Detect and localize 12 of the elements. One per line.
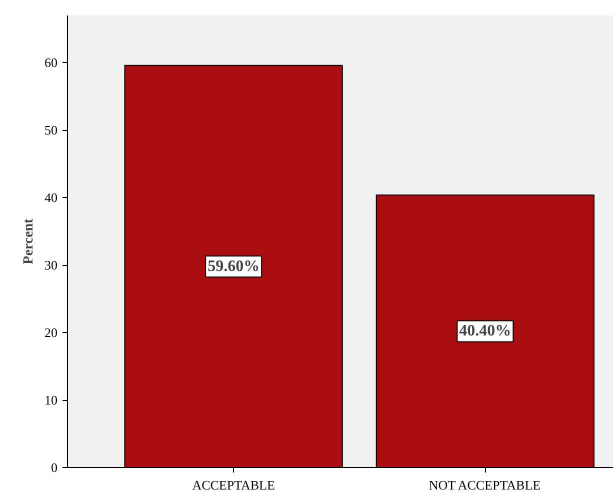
y-tick-label: 50 bbox=[44, 122, 58, 138]
y-axis-title: Percent bbox=[22, 218, 36, 264]
y-tick-label: 10 bbox=[44, 392, 58, 408]
y-tick-label: 30 bbox=[44, 258, 58, 273]
y-tick-label: 20 bbox=[44, 325, 58, 340]
x-tick-label: ACCEPTABLE bbox=[192, 478, 275, 492]
y-tick-label: 40 bbox=[44, 190, 58, 206]
x-tick-label: NOT ACCEPTABLE bbox=[428, 478, 541, 492]
data-label: 59.60% bbox=[208, 258, 260, 275]
y-tick-label: 60 bbox=[44, 55, 58, 70]
y-tick-label: 0 bbox=[51, 460, 58, 475]
data-label: 40.40% bbox=[459, 322, 512, 340]
